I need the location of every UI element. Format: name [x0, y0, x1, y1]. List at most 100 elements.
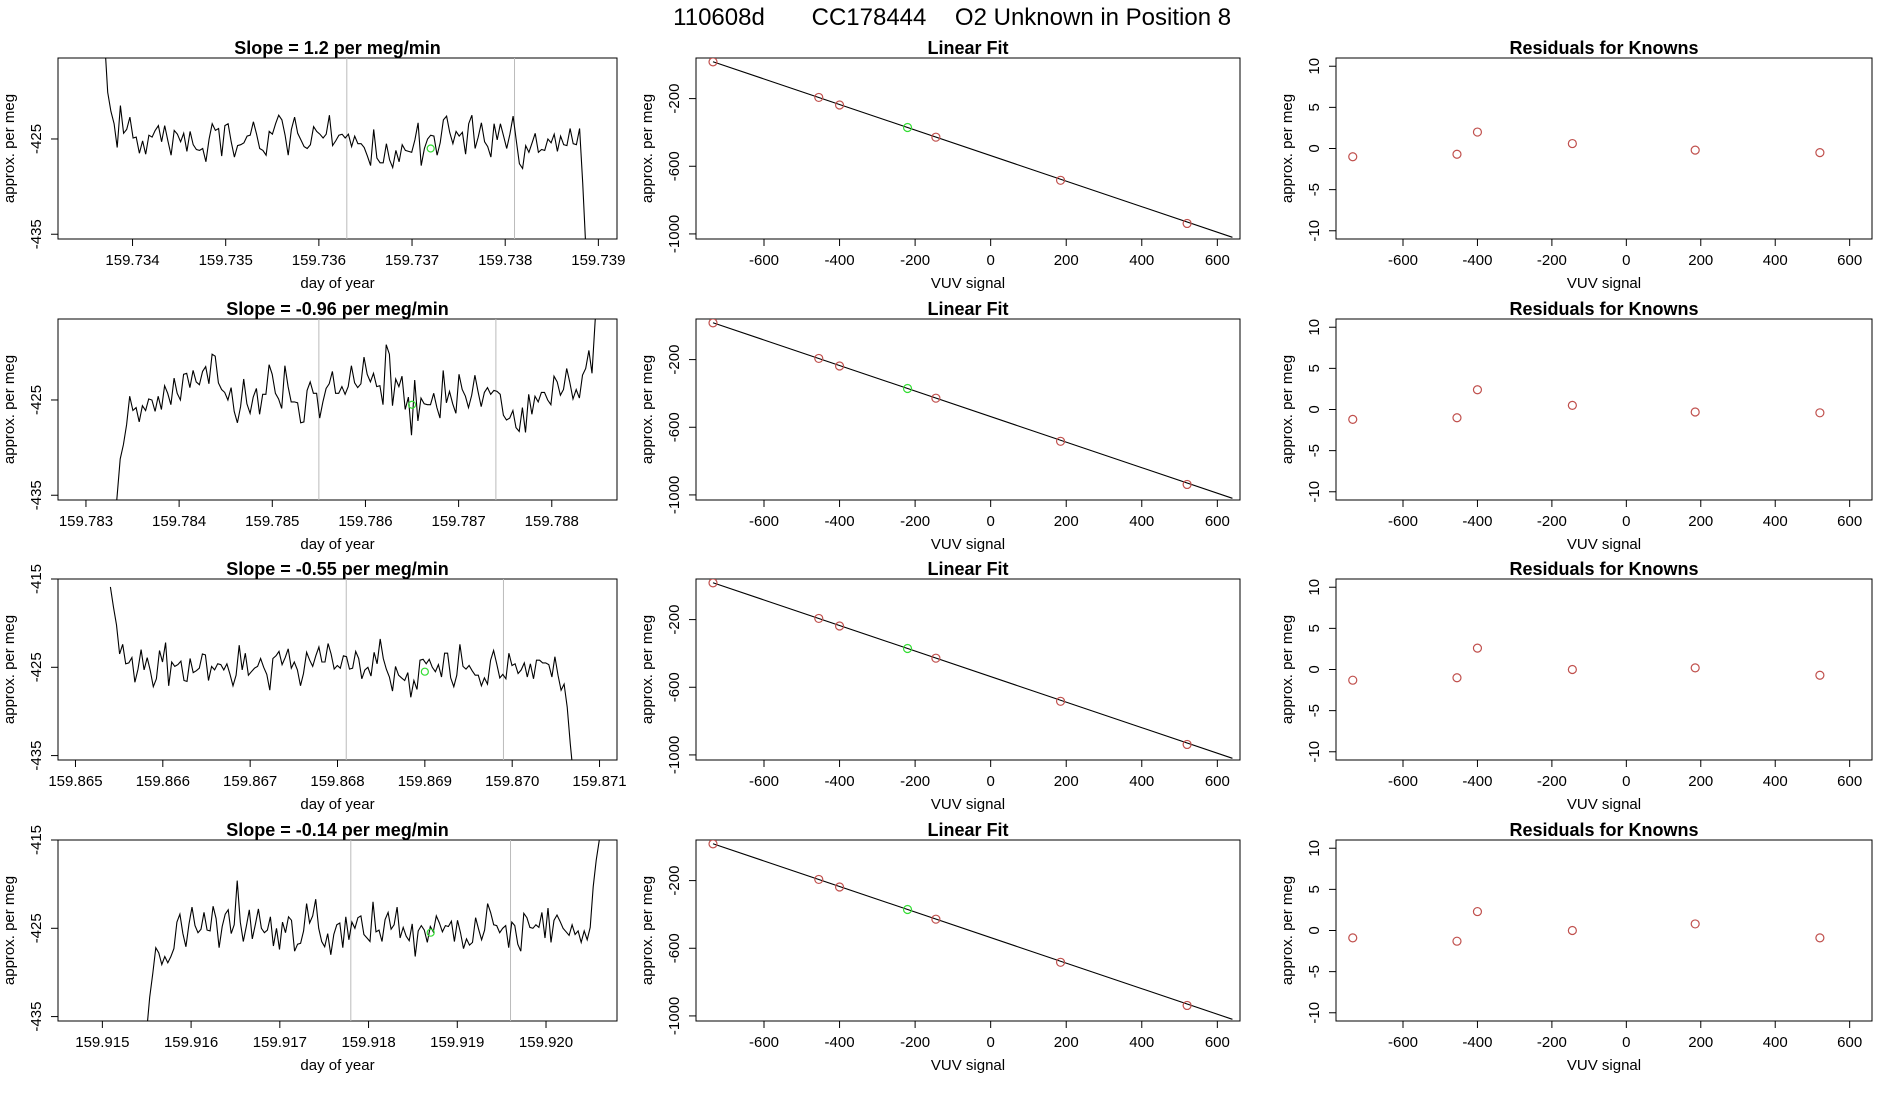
plot-frame — [57, 57, 618, 240]
x-tick-label: 200 — [1688, 252, 1713, 269]
y-tick-label: -5 — [1306, 183, 1323, 196]
residual-point — [1348, 933, 1358, 943]
x-axis-label: VUV signal — [931, 536, 1005, 553]
residual-point — [1472, 127, 1483, 137]
x-tick-label: -600 — [1388, 773, 1418, 790]
x-tick-label: 400 — [1129, 252, 1154, 269]
plot-data — [109, 579, 573, 760]
residual-point — [1690, 145, 1700, 155]
y-tick-label: -415 — [28, 825, 45, 855]
residual-point — [1690, 663, 1700, 673]
plot-data — [708, 579, 1233, 759]
plot-frame — [695, 318, 1241, 501]
x-tick-label: -600 — [1388, 513, 1418, 530]
x-tick-label: 0 — [986, 513, 994, 530]
y-tick-label: 0 — [1306, 144, 1323, 152]
plot-frame — [1335, 839, 1873, 1022]
y-tick-label: -425 — [28, 385, 45, 415]
y-tick-label: -200 — [666, 605, 683, 635]
panel-4: Linear Fit VUV signal approx. per meg -600 -… — [639, 299, 1241, 553]
x-tick-label: 600 — [1837, 252, 1862, 269]
residual-point — [1815, 670, 1825, 680]
y-axis-label: approx. per meg — [639, 355, 656, 464]
known-point — [1055, 957, 1066, 967]
x-tick-label: -200 — [900, 513, 930, 530]
y-tick-label: 5 — [1306, 364, 1323, 372]
x-tick-label: 400 — [1763, 252, 1788, 269]
y-axis-label: approx. per meg — [1279, 615, 1296, 724]
known-point — [931, 132, 941, 142]
known-point — [814, 874, 824, 885]
x-tick-label: -600 — [1388, 1034, 1418, 1051]
x-tick-label: 159.918 — [341, 1034, 395, 1051]
x-tick-label: 600 — [1205, 513, 1230, 530]
residual-point — [1472, 385, 1483, 395]
x-tick-label: 159.867 — [223, 773, 277, 790]
plot-data — [147, 840, 600, 1021]
y-axis-label: approx. per meg — [1, 94, 18, 203]
y-tick-label: -1000 — [666, 476, 683, 514]
residual-point — [1567, 925, 1577, 936]
x-tick-label: -400 — [825, 1034, 855, 1051]
y-axis-label: approx. per meg — [639, 615, 656, 724]
plot-data — [708, 319, 1233, 499]
y-tick-label: -425 — [28, 913, 45, 943]
x-tick-label: 159.783 — [59, 513, 113, 530]
plot-data — [1348, 643, 1825, 685]
residual-point — [1452, 149, 1462, 159]
x-tick-label: 200 — [1054, 773, 1079, 790]
x-tick-label: 0 — [986, 252, 994, 269]
x-tick-label: 159.738 — [478, 252, 532, 269]
x-tick-label: -400 — [1462, 513, 1492, 530]
panel-3: Slope = -0.96 per meg/min day of year appr… — [1, 299, 618, 553]
y-axis-label: approx. per meg — [1, 876, 18, 985]
panel-title: Slope = -0.96 per meg/min — [226, 299, 449, 319]
residual-point — [1690, 919, 1700, 929]
unknown-point — [902, 383, 913, 394]
known-point — [814, 613, 824, 624]
panel-11: Residuals for Knowns VUV signal approx. pe… — [1279, 820, 1873, 1074]
x-tick-label: 0 — [986, 773, 994, 790]
plot-frame — [695, 57, 1241, 240]
y-axis-label: approx. per meg — [1, 355, 18, 464]
fit-line — [712, 843, 1233, 1020]
x-tick-label: 600 — [1837, 513, 1862, 530]
plot-frame — [695, 839, 1241, 1022]
x-tick-label: 159.785 — [245, 513, 299, 530]
plot-frame — [1335, 578, 1873, 761]
panel-title: Residuals for Knowns — [1509, 38, 1698, 58]
unknown-marker — [426, 928, 435, 937]
y-tick-label: 5 — [1306, 624, 1323, 632]
plot-data — [708, 58, 1233, 238]
y-tick-label: 5 — [1306, 103, 1323, 111]
figure-header: 110608d CC178444 O2 Unknown in Position … — [673, 4, 1231, 31]
series-line — [116, 319, 597, 500]
x-tick-label: 159.870 — [485, 773, 539, 790]
x-tick-label: 159.737 — [385, 252, 439, 269]
header-description: O2 Unknown in Position 8 — [955, 4, 1231, 31]
residual-point — [1452, 673, 1462, 683]
x-tick-label: 159.915 — [75, 1034, 129, 1051]
x-tick-label: 0 — [1622, 252, 1630, 269]
header-cylinder: CC178444 — [812, 4, 927, 31]
y-tick-label: 10 — [1306, 840, 1323, 857]
y-axis-label: approx. per meg — [639, 94, 656, 203]
known-point — [1182, 479, 1192, 490]
x-axis-label: day of year — [300, 536, 374, 553]
x-tick-label: 600 — [1837, 1034, 1862, 1051]
panel-title: Slope = -0.55 per meg/min — [226, 559, 449, 579]
x-tick-label: 200 — [1688, 513, 1713, 530]
residual-point — [1472, 906, 1483, 917]
x-tick-label: -200 — [1537, 252, 1567, 269]
x-tick-label: 159.920 — [519, 1034, 573, 1051]
panel-0: Slope = 1.2 per meg/min day of year approx… — [1, 38, 625, 292]
known-point — [1055, 436, 1066, 446]
unknown-marker — [426, 144, 435, 153]
x-tick-label: 159.786 — [338, 513, 392, 530]
plot-frame — [1335, 318, 1873, 501]
y-tick-label: 0 — [1306, 926, 1323, 934]
x-tick-label: -200 — [1537, 513, 1567, 530]
plot-frame — [57, 578, 618, 761]
panel-2: Residuals for Knowns VUV signal approx. pe… — [1279, 38, 1873, 292]
